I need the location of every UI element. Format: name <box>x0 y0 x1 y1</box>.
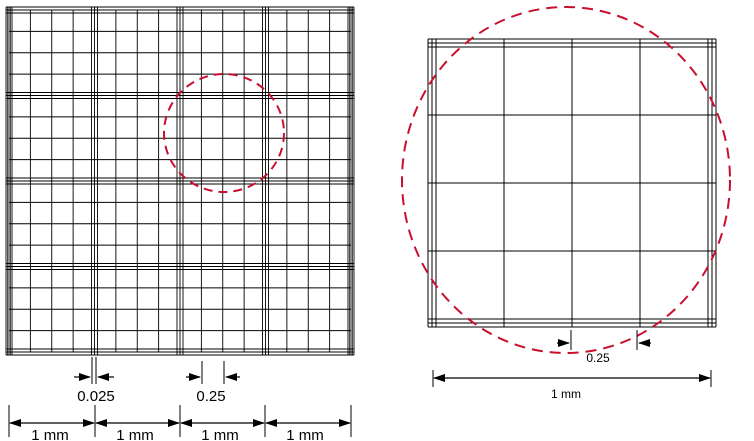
zoom-highlight-circle <box>163 73 285 193</box>
fine-spacing-label: 0.025 <box>77 388 115 405</box>
small-square-dimension <box>186 361 240 384</box>
enlarged-scale-dimension <box>432 370 712 387</box>
large-square-label-3: 1 mm <box>201 427 239 441</box>
enlarged-square-grid <box>427 38 717 328</box>
large-square-label-1: 1 mm <box>31 427 69 441</box>
enlarged-highlight-circle <box>401 6 731 354</box>
counting-chamber-grid <box>5 6 355 356</box>
small-square-label: 0.25 <box>196 388 225 405</box>
large-square-label-4: 1 mm <box>286 427 324 441</box>
large-square-dimensions <box>8 405 352 437</box>
large-square-label-2: 1 mm <box>116 427 154 441</box>
enlarged-scale-label: 1 mm <box>551 387 581 401</box>
fine-spacing-dimension <box>74 357 114 384</box>
enlarged-small-square-dimension <box>557 330 651 350</box>
enlarged-small-square-label: 0.25 <box>586 351 610 365</box>
